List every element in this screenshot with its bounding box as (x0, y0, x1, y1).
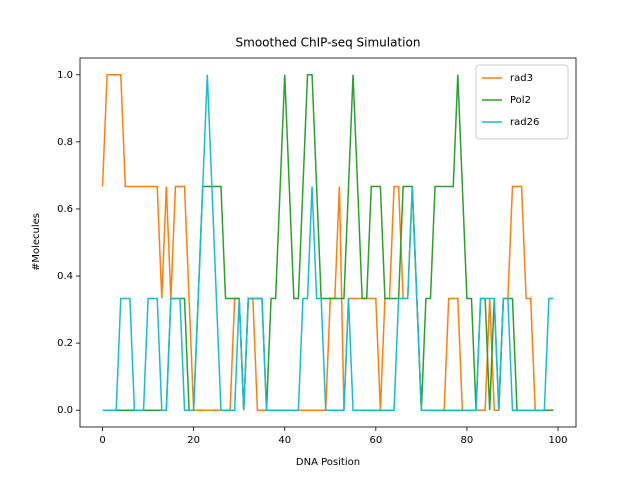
x-tick-label: 80 (461, 435, 474, 446)
x-axis-label: DNA Position (296, 457, 360, 468)
x-tick-label: 40 (278, 435, 291, 446)
plot-frame (79, 57, 577, 428)
y-tick-label: 0.6 (57, 204, 73, 215)
legend-label: rad3 (510, 73, 533, 84)
legend-label: Pol2 (510, 95, 531, 106)
y-tick-label: 0.0 (57, 405, 73, 416)
chart-title: Smoothed ChIP-seq Simulation (236, 36, 421, 50)
y-tick-label: 1.0 (57, 70, 73, 81)
y-tick-label: 0.8 (57, 137, 73, 148)
y-tick-label: 0.4 (57, 271, 73, 282)
x-tick-label: 0 (99, 435, 105, 446)
x-tick-label: 100 (548, 435, 567, 446)
y-tick-label: 0.2 (57, 338, 73, 349)
y-axis-label: #Molecules (31, 213, 42, 271)
x-tick-label: 20 (187, 435, 200, 446)
x-tick-label: 60 (369, 435, 382, 446)
line-series (102, 74, 554, 411)
line-series (101, 74, 554, 411)
legend-box (475, 64, 569, 140)
legend-label: rad26 (510, 117, 539, 128)
